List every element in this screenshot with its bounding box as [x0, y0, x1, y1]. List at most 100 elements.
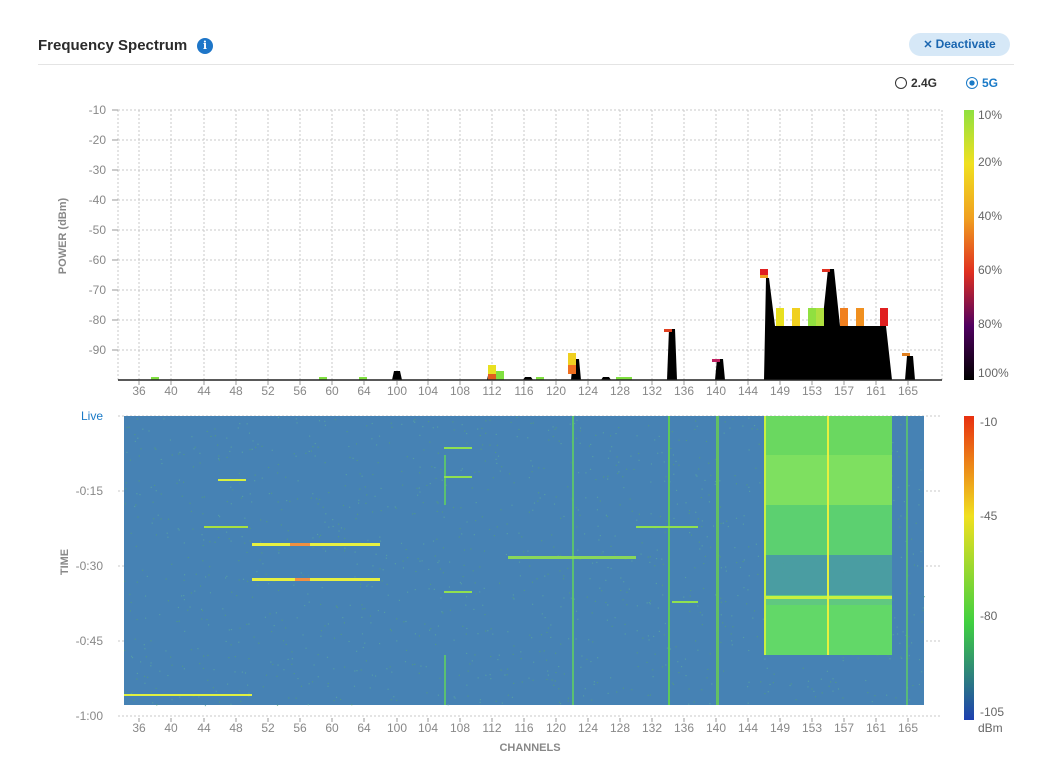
noise-dot: [912, 553, 914, 555]
noise-dot: [242, 578, 245, 580]
noise-dot: [513, 682, 515, 684]
noise-dot: [153, 518, 155, 520]
noise-dot: [448, 561, 451, 563]
x-tick-label: 144: [738, 721, 758, 735]
noise-dot: [286, 499, 288, 502]
noise-dot: [447, 704, 449, 706]
noise-dot: [726, 520, 728, 522]
noise-dot: [391, 671, 393, 673]
noise-dot: [262, 686, 264, 688]
signal-block: [672, 601, 698, 603]
noise-dot: [218, 455, 220, 457]
noise-dot: [729, 427, 731, 429]
noise-dot: [367, 583, 369, 586]
signal-block: [444, 455, 446, 505]
noise-dot: [579, 427, 582, 429]
noise-dot: [436, 538, 438, 540]
noise-dot: [365, 502, 367, 504]
noise-dot: [617, 472, 619, 474]
noise-dot: [297, 480, 299, 482]
noise-dot: [631, 560, 633, 562]
occupancy-bar: [536, 377, 544, 380]
noise-dot: [356, 563, 358, 565]
noise-dot: [214, 428, 216, 430]
radio-selected-icon[interactable]: [966, 77, 978, 89]
noise-dot: [251, 596, 254, 598]
noise-dot: [918, 488, 920, 491]
noise-dot: [416, 487, 418, 489]
noise-dot: [379, 568, 381, 570]
info-icon[interactable]: i: [197, 38, 213, 54]
radio-unselected-icon[interactable]: [895, 77, 907, 89]
noise-dot: [390, 630, 392, 632]
noise-dot: [134, 505, 136, 508]
noise-dot: [538, 467, 540, 469]
noise-dot: [333, 637, 336, 639]
noise-dot: [707, 668, 709, 671]
noise-dot: [324, 420, 326, 422]
noise-dot: [143, 675, 146, 678]
noise-dot: [553, 684, 555, 686]
signal-block: [764, 416, 766, 655]
noise-dot: [664, 622, 667, 625]
occupancy-legend: 10% 20% 40% 60% 80% 100%: [978, 108, 1009, 380]
noise-dot: [387, 688, 389, 690]
noise-dot: [606, 515, 608, 518]
power-x-axis: 36 40 44 48 52 56 60 64 100 104 108 112 116 120 124 128…: [132, 381, 918, 398]
noise-dot: [615, 464, 617, 466]
noise-dot: [706, 536, 708, 538]
noise-dot: [230, 503, 232, 505]
noise-dot: [431, 466, 433, 468]
noise-dot: [641, 542, 643, 544]
noise-dot: [277, 416, 280, 419]
noise-dot: [423, 543, 425, 545]
noise-dot: [698, 541, 700, 543]
noise-dot: [436, 510, 438, 513]
noise-dot: [179, 451, 181, 453]
signal-block: [444, 447, 472, 449]
noise-dot: [210, 435, 212, 438]
noise-dot: [605, 579, 607, 581]
noise-dot: [678, 439, 680, 441]
deactivate-button[interactable]: ✕ Deactivate: [909, 33, 1010, 56]
noise-dot: [291, 663, 293, 665]
noise-dot: [378, 435, 381, 437]
noise-dot: [453, 429, 455, 431]
noise-dot: [622, 599, 624, 601]
noise-dot: [198, 696, 200, 698]
noise-dot: [529, 634, 531, 636]
noise-dot: [690, 589, 692, 592]
noise-dot: [559, 703, 562, 705]
noise-dot: [367, 539, 369, 541]
noise-dot: [497, 455, 500, 457]
noise-dot: [666, 647, 668, 649]
noise-dot: [722, 622, 724, 624]
noise-dot: [602, 432, 605, 434]
noise-dot: [742, 560, 744, 563]
noise-dot: [607, 478, 609, 480]
noise-dot: [607, 566, 609, 569]
noise-dot: [338, 530, 340, 532]
noise-dot: [661, 452, 663, 454]
x-tick-label: 165: [898, 384, 918, 398]
noise-dot: [552, 426, 554, 428]
noise-dot: [453, 639, 455, 641]
noise-dot: [239, 689, 241, 692]
noise-dot: [481, 444, 484, 446]
noise-dot: [354, 551, 356, 553]
noise-dot: [150, 486, 152, 488]
noise-dot: [533, 661, 535, 663]
noise-dot: [579, 514, 581, 516]
band-option-2-4g[interactable]: 2.4G: [895, 75, 937, 91]
band-option-5g[interactable]: 5G: [966, 75, 998, 91]
noise-dot: [678, 671, 680, 674]
noise-dot: [155, 687, 157, 690]
noise-dot: [622, 476, 624, 478]
noise-dot: [830, 681, 832, 683]
noise-dot: [530, 460, 532, 462]
noise-dot: [365, 660, 367, 662]
noise-dot: [334, 419, 337, 421]
noise-dot: [312, 493, 314, 495]
noise-dot: [474, 471, 476, 473]
noise-dot: [701, 520, 703, 522]
